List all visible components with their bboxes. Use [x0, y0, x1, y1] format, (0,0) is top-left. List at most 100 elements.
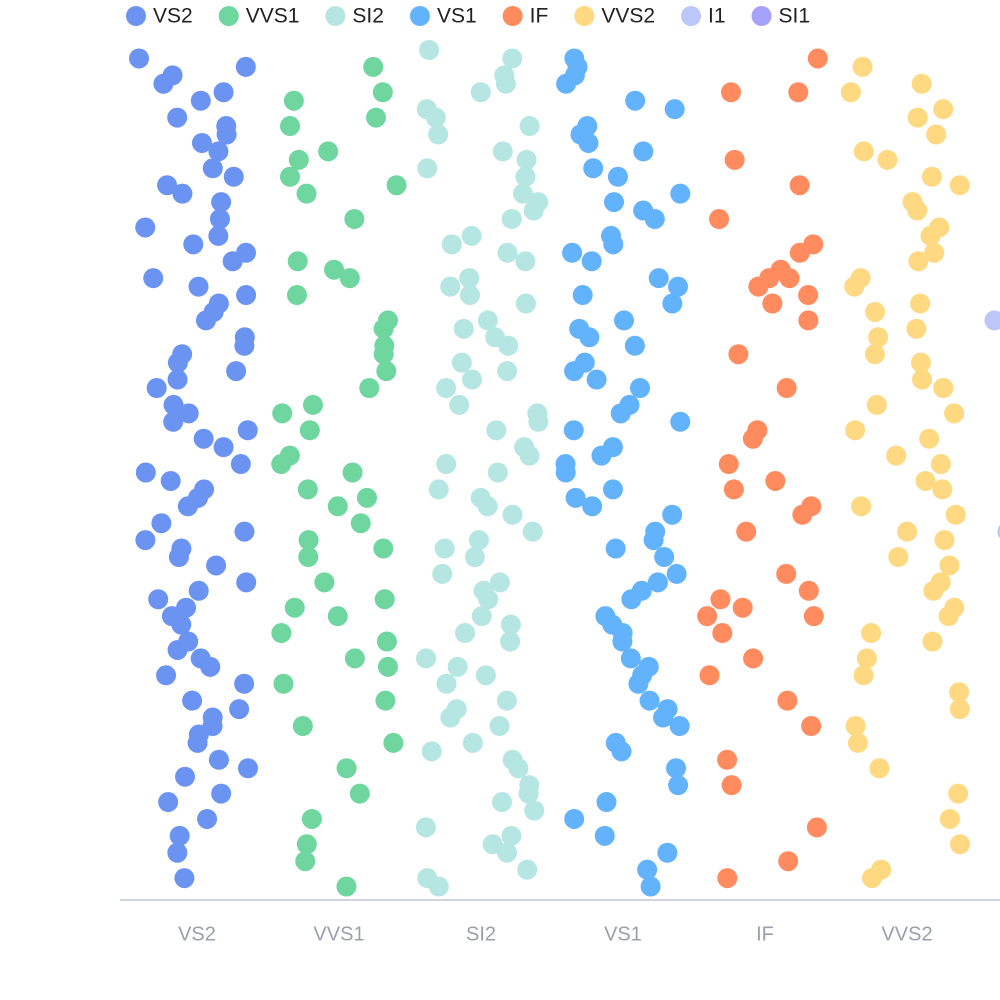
point — [222, 251, 243, 272]
point — [168, 547, 189, 567]
point — [933, 378, 954, 398]
legend-marker[interactable] — [681, 6, 702, 26]
point — [666, 758, 687, 779]
point — [271, 623, 292, 644]
point — [298, 547, 319, 567]
point — [647, 572, 668, 593]
legend-label[interactable]: SI2 — [352, 5, 384, 28]
legend-label[interactable]: VVS1 — [246, 5, 300, 28]
legend-marker[interactable] — [325, 6, 346, 26]
point — [280, 166, 301, 187]
point — [515, 166, 536, 187]
point — [167, 107, 188, 128]
point — [657, 842, 678, 863]
point — [487, 462, 508, 483]
point — [167, 639, 188, 660]
point — [434, 538, 455, 559]
point — [625, 90, 646, 111]
legend-marker[interactable] — [126, 6, 146, 26]
point — [174, 868, 195, 889]
legend-marker[interactable] — [574, 6, 595, 26]
legend-marker[interactable] — [218, 6, 239, 26]
legend-label[interactable]: SI1 — [779, 5, 811, 28]
point — [182, 690, 203, 711]
point — [211, 192, 232, 213]
point — [712, 623, 733, 644]
point — [591, 445, 612, 466]
point — [206, 555, 227, 576]
point — [602, 479, 623, 500]
point — [664, 99, 685, 120]
x-tick-label: VVS2 — [881, 923, 932, 945]
point — [765, 470, 786, 491]
legend-marker[interactable] — [751, 6, 772, 26]
point — [296, 834, 317, 855]
legend-marker[interactable] — [502, 6, 523, 26]
legend-label[interactable]: VS2 — [153, 5, 193, 28]
point — [292, 716, 313, 736]
point — [562, 242, 583, 263]
point — [923, 580, 944, 601]
point — [888, 547, 909, 567]
point — [502, 504, 523, 525]
point — [851, 496, 872, 517]
point — [229, 699, 250, 720]
point — [949, 834, 970, 855]
point — [211, 783, 232, 804]
point — [188, 276, 209, 297]
point — [949, 699, 970, 720]
point — [318, 141, 339, 162]
x-tick-label: IF — [756, 923, 774, 945]
point — [421, 741, 442, 762]
point — [501, 825, 522, 846]
point — [910, 293, 931, 314]
point — [344, 648, 365, 669]
point — [237, 420, 258, 441]
point — [778, 851, 799, 872]
point — [611, 741, 632, 762]
point — [324, 259, 345, 280]
point — [167, 842, 188, 863]
point — [798, 580, 819, 601]
point — [375, 690, 396, 711]
point — [670, 183, 691, 204]
legend-label[interactable]: VS1 — [437, 5, 477, 28]
point — [502, 48, 523, 69]
point — [945, 504, 966, 525]
legend-label[interactable]: VVS2 — [601, 5, 655, 28]
point — [209, 209, 230, 229]
point — [216, 124, 237, 145]
point — [997, 524, 1000, 539]
point — [907, 200, 928, 221]
point — [500, 614, 521, 635]
point — [861, 623, 882, 644]
point — [419, 40, 440, 60]
point — [906, 318, 927, 339]
point — [801, 716, 822, 736]
point — [933, 99, 954, 120]
point — [803, 606, 824, 627]
point — [376, 361, 397, 382]
point — [339, 268, 360, 289]
point — [462, 369, 483, 390]
point — [877, 149, 898, 170]
point — [497, 361, 518, 382]
legend-label[interactable]: IF — [530, 5, 549, 28]
point — [792, 504, 813, 525]
point — [621, 589, 642, 610]
point — [612, 631, 633, 652]
point — [886, 445, 907, 466]
point — [288, 149, 309, 170]
point — [415, 817, 436, 838]
point — [856, 648, 877, 669]
point — [327, 496, 348, 517]
point — [455, 623, 476, 644]
point — [157, 175, 178, 196]
legend-label[interactable]: I1 — [708, 5, 726, 28]
point — [356, 487, 377, 508]
point — [866, 394, 887, 415]
point — [436, 378, 457, 398]
point — [235, 56, 256, 77]
point — [798, 310, 819, 331]
legend-marker[interactable] — [409, 6, 430, 26]
